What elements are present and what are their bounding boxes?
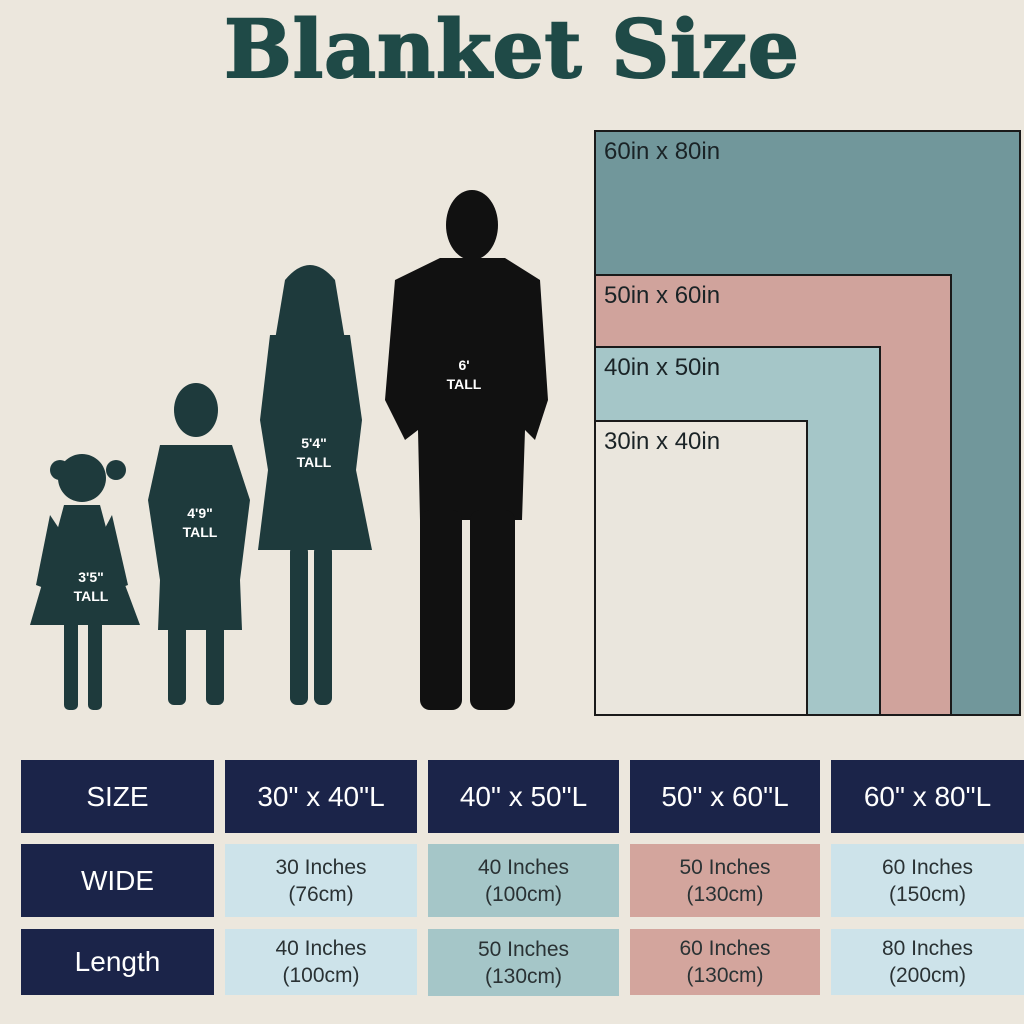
height-label-boy: 4'9" TALL bbox=[165, 504, 235, 542]
tall-text: TALL bbox=[73, 588, 109, 604]
tall-text: TALL bbox=[446, 376, 482, 392]
size-rect-30x40: 30in x 40in bbox=[594, 420, 808, 716]
size-label: 50in x 60in bbox=[604, 282, 721, 309]
inches: 60 Inches bbox=[881, 855, 974, 879]
size-header: 40" x 50"L bbox=[428, 760, 619, 833]
length-cell: 60 Inches (130cm) bbox=[630, 929, 820, 995]
cm: (130cm) bbox=[686, 882, 764, 906]
height-value: 6' bbox=[458, 357, 470, 373]
size-header: 60" x 80"L bbox=[831, 760, 1024, 833]
wide-cell: 30 Inches (76cm) bbox=[225, 844, 417, 917]
size-header: 30" x 40"L bbox=[225, 760, 417, 833]
length-cell: 50 Inches (130cm) bbox=[428, 929, 619, 996]
cm: (100cm) bbox=[484, 882, 563, 906]
inches: 80 Inches bbox=[881, 937, 974, 960]
height-label-woman: 5'4" TALL bbox=[279, 434, 349, 472]
tall-text: TALL bbox=[296, 454, 332, 470]
height-value: 4'9" bbox=[187, 505, 213, 521]
row-header-wide: WIDE bbox=[21, 844, 214, 917]
inches: 40 Inches bbox=[477, 855, 570, 879]
girl-silhouette bbox=[30, 454, 140, 710]
cm: (200cm) bbox=[888, 964, 967, 987]
man-silhouette bbox=[385, 190, 548, 710]
cm: (100cm) bbox=[282, 964, 360, 987]
row-header-size: SIZE bbox=[21, 760, 214, 833]
size-label: 30in x 40in bbox=[604, 428, 721, 455]
length-cell: 40 Inches (100cm) bbox=[225, 929, 417, 995]
length-cell: 80 Inches (200cm) bbox=[831, 929, 1024, 995]
page-title: Blanket Size bbox=[223, 1, 800, 97]
people-silhouettes bbox=[30, 190, 548, 710]
cm: (150cm) bbox=[888, 882, 967, 906]
size-label: 40in x 50in bbox=[604, 354, 721, 381]
size-header: 50" x 60"L bbox=[630, 760, 820, 833]
cm: (76cm) bbox=[288, 882, 354, 906]
height-value: 3'5" bbox=[78, 569, 104, 585]
inches: 60 Inches bbox=[679, 937, 771, 960]
wide-cell: 40 Inches (100cm) bbox=[428, 844, 619, 917]
inches: 50 Inches bbox=[477, 937, 570, 961]
size-label: 60in x 80in bbox=[604, 138, 721, 165]
row-header-length: Length bbox=[21, 929, 214, 995]
height-value: 5'4" bbox=[301, 435, 327, 451]
inches: 50 Inches bbox=[679, 855, 771, 879]
wide-cell: 50 Inches (130cm) bbox=[630, 844, 820, 917]
cm: (130cm) bbox=[484, 964, 563, 988]
tall-text: TALL bbox=[182, 524, 218, 540]
height-label-man: 6' TALL bbox=[429, 356, 499, 394]
woman-silhouette bbox=[258, 265, 372, 705]
wide-cell: 60 Inches (150cm) bbox=[831, 844, 1024, 917]
boy-silhouette bbox=[148, 383, 250, 705]
cm: (130cm) bbox=[686, 964, 764, 987]
inches: 30 Inches bbox=[275, 855, 367, 879]
height-label-girl: 3'5" TALL bbox=[56, 568, 126, 606]
inches: 40 Inches bbox=[275, 937, 367, 960]
